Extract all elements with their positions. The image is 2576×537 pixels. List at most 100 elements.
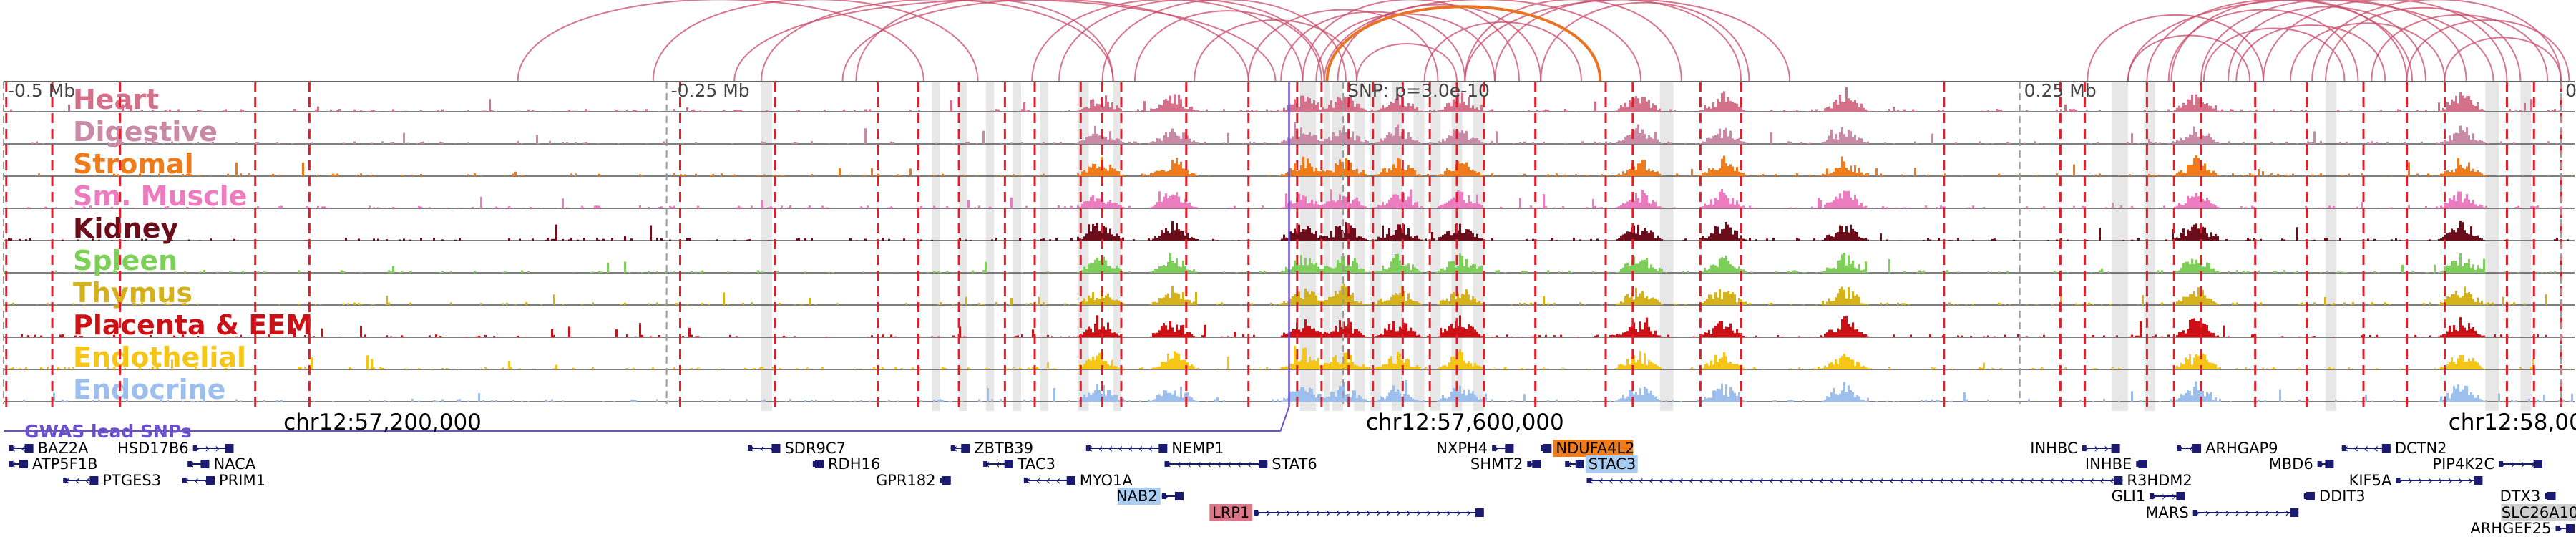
gene-myo1a: ‹‹‹‹‹MYO1A (1023, 472, 1133, 489)
gene-gpr182: ›GPR182 (876, 472, 951, 489)
strand-arrow: ‹ (1709, 473, 1714, 488)
arc (2235, 24, 2386, 82)
strand-arrow: ‹ (995, 457, 1000, 472)
strand-arrow: ‹ (1849, 473, 1854, 488)
grey-band (1370, 82, 1382, 411)
exon-block (2547, 492, 2556, 500)
strand-arrow: › (2172, 489, 2177, 504)
strand-arrow: › (1376, 505, 1381, 521)
arc (733, 0, 1277, 82)
exon-block (950, 445, 955, 451)
exon-block (1066, 476, 1075, 485)
strand-arrow: ‹ (1879, 473, 1884, 488)
gene-nxph4: ››NXPH4 (1436, 440, 1514, 457)
arc (1464, 0, 1682, 82)
gene-nemp1: ‹‹‹‹‹‹‹‹NEMP1 (1085, 440, 1224, 457)
strand-arrow: › (2255, 505, 2260, 521)
exon-block (2566, 524, 2575, 533)
gene-label: KIF5A (2349, 472, 2392, 489)
strand-arrow: ‹ (1999, 473, 2004, 488)
strand-arrow: ‹ (1055, 473, 1060, 488)
grey-band (2520, 82, 2532, 411)
strand-arrow: ‹ (1649, 473, 1654, 488)
strand-arrow: ‹ (1719, 473, 1724, 488)
arc (2325, 6, 2522, 82)
exon-block (2533, 460, 2542, 468)
strand-arrow: › (2428, 473, 2433, 488)
strand-arrow: ‹ (1609, 473, 1614, 488)
strand-arrow: ‹ (1128, 441, 1133, 456)
exon-block (1259, 460, 1268, 468)
exon-block (2341, 445, 2346, 451)
gene-dtx3: ›DTX3 (2500, 488, 2556, 505)
exon-block (1527, 461, 1532, 467)
grey-band (2144, 82, 2155, 411)
exon-block (1004, 460, 1013, 468)
strand-arrow: ‹ (1098, 441, 1103, 456)
strand-arrow: ‹ (1699, 473, 1704, 488)
grey-band (1040, 82, 1048, 411)
gene-highlight (1585, 455, 1638, 473)
gene-hsd17b6: ››››HSD17B6 (117, 440, 234, 457)
arc (1101, 0, 1347, 82)
track-label: Kidney (73, 213, 178, 244)
strand-arrow: ‹ (1639, 473, 1644, 488)
strand-arrow: ‹ (85, 473, 90, 488)
strand-arrow: ‹ (1829, 473, 1834, 488)
strand-arrow: › (1416, 505, 1421, 521)
exon-block (2325, 460, 2334, 468)
exon-block (2555, 526, 2560, 531)
scale-label: 0.25 Mb (2024, 80, 2097, 101)
strand-arrow: › (2408, 473, 2413, 488)
exon-block (748, 445, 753, 451)
gene-ptges3: ‹‹‹PTGES3 (63, 472, 161, 489)
arc (841, 0, 1249, 82)
gene-baz2a: ‹‹BAZ2A (9, 440, 89, 457)
strand-arrow: ‹ (1979, 473, 1984, 488)
gene-shmt2: ›SHMT2 (1470, 455, 1541, 473)
strand-arrow: ‹ (2079, 473, 2084, 488)
strand-arrow: › (2205, 505, 2210, 521)
gene-label: SHMT2 (1470, 455, 1523, 473)
gene-label: NDUFA4L2 (1556, 440, 1634, 457)
gene-label: ZBTB39 (974, 440, 1033, 457)
gene-highlight (2501, 504, 2576, 521)
arc (2371, 14, 2549, 82)
arc (1337, 4, 1542, 82)
gene-label: R3HDM2 (2127, 472, 2192, 489)
exon-block (1085, 445, 1091, 451)
grey-band (1473, 82, 1484, 411)
exon-block (961, 444, 970, 453)
strand-arrow: ‹ (2099, 473, 2104, 488)
exon-block (1023, 478, 1028, 483)
strand-arrow: ‹ (1789, 473, 1794, 488)
strand-arrow: ‹ (1659, 473, 1664, 488)
strand-arrow: ‹ (1899, 473, 1904, 488)
exon-block (2545, 493, 2550, 499)
strand-arrow: › (2225, 505, 2230, 521)
gene-label: SDR9C7 (784, 440, 845, 457)
strand-arrow: › (2520, 457, 2525, 472)
gene-label: INHBE (2085, 455, 2132, 473)
strand-arrow: › (2104, 441, 2109, 456)
exon-block (24, 444, 34, 453)
strand-arrow: ‹ (1759, 473, 1764, 488)
strand-arrow: ‹ (1246, 457, 1252, 472)
track-label: Placenta & EEM (73, 309, 313, 341)
grey-band (1113, 82, 1122, 411)
grey-band (959, 82, 967, 411)
coordinate-label: chr12:58,000,000 (2449, 410, 2576, 435)
arc (2170, 0, 2408, 82)
gene-highlight (1209, 504, 1253, 521)
strand-arrow: ‹ (1689, 473, 1694, 488)
strand-arrow: ‹ (1045, 473, 1050, 488)
strand-arrow: › (1466, 505, 1471, 521)
gene-label: PTGES3 (102, 472, 161, 489)
strand-arrow: ‹ (2373, 441, 2379, 456)
strand-arrow: › (1306, 505, 1311, 521)
gene-label: LRP1 (1212, 504, 1249, 521)
arc (2200, 0, 2467, 82)
exon-block (812, 461, 817, 467)
arc (1031, 0, 1304, 82)
arc (1356, 43, 1458, 82)
